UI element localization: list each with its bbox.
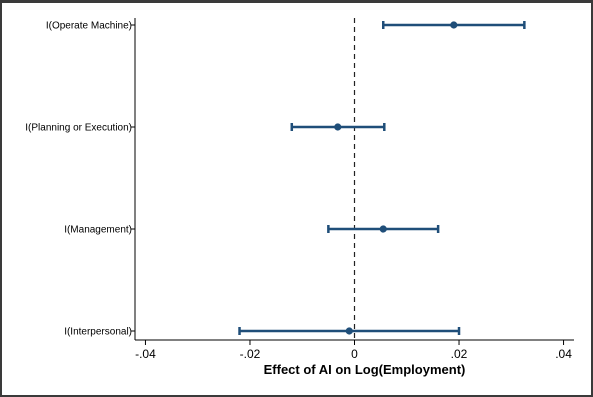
x-tick-label: -.04 (135, 347, 156, 361)
x-axis-title: Effect of AI on Log(Employment) (264, 362, 466, 377)
coefficient-plot: -.04 -.02 0 .02 .04 Effect of AI on Log(Emplo… (25, 18, 574, 377)
x-tick-label: 0 (351, 347, 358, 361)
x-tick-label: .04 (555, 347, 572, 361)
category-label: I(Operate Machine) (46, 21, 132, 32)
chart-frame: -.04 -.02 0 .02 .04 Effect of AI on Log(Emplo… (2, 3, 591, 395)
category-label: I(Interpersonal) (64, 327, 132, 338)
category-label: I(Planning or Execution) (25, 123, 132, 134)
point-estimate (334, 123, 342, 131)
point-estimate (345, 327, 353, 335)
x-tick-label: .02 (451, 347, 468, 361)
point-estimate (379, 225, 387, 233)
category-label: I(Management) (64, 225, 132, 236)
x-tick-label: -.02 (240, 347, 261, 361)
point-estimate (450, 21, 458, 29)
